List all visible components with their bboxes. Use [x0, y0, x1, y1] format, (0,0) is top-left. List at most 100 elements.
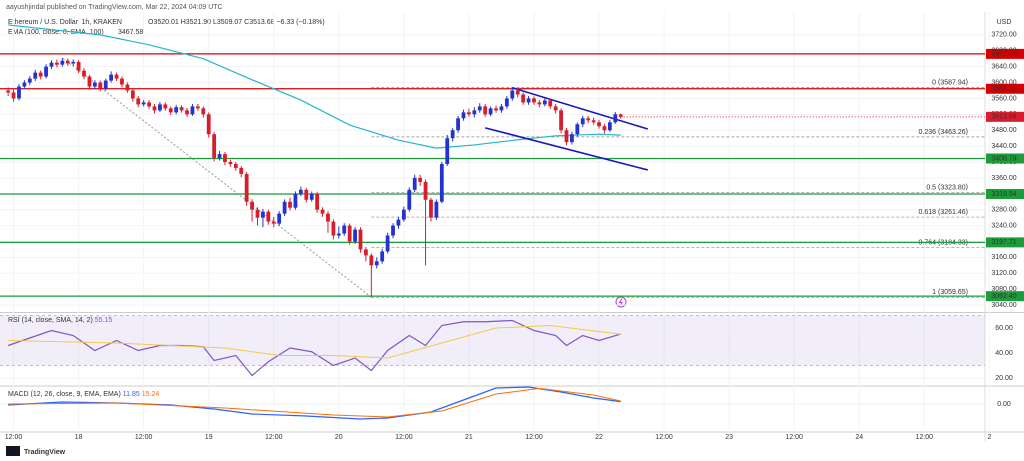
- x-tick-label: 12:00: [395, 434, 413, 441]
- candle-body: [445, 138, 450, 164]
- candle-body: [206, 114, 211, 135]
- last-price-tag: [986, 111, 1024, 122]
- y-tick-label: 3160.00: [991, 254, 1016, 261]
- fib-price: 3463.26: [940, 129, 965, 136]
- fib-label: 0.764 (3184.33): [919, 240, 968, 247]
- candle-body: [17, 86, 21, 99]
- candle-body: [504, 98, 509, 107]
- candle-body: [185, 110, 189, 115]
- candle-body: [71, 61, 76, 64]
- candle-body: [298, 189, 303, 194]
- panel-title-text: MACD (12, 26, close, 9, EMA, EMA): [8, 391, 121, 398]
- candle-body: [331, 221, 336, 236]
- y-tick-label: 3360.00: [991, 175, 1016, 182]
- candle-body: [87, 76, 92, 87]
- y-tick-label: 40.00: [995, 350, 1013, 357]
- level-label: 3584.35: [991, 86, 1016, 93]
- last-price-label: 3513.68: [991, 114, 1016, 121]
- fib-label: 1 (3059.65): [932, 289, 968, 296]
- candle-body: [293, 193, 298, 208]
- candle-body: [271, 221, 276, 224]
- candle-body: [570, 134, 574, 143]
- fib-ratio: 0.5: [926, 184, 936, 191]
- x-tick-label: 2: [987, 434, 991, 441]
- candle-body: [190, 106, 195, 115]
- candle-body: [336, 233, 341, 236]
- x-tick-label: 22: [595, 434, 603, 441]
- y-tick-label: 3040.00: [991, 302, 1016, 309]
- candle-body: [439, 164, 444, 202]
- candle-body: [65, 60, 70, 64]
- candle-body: [423, 181, 428, 200]
- candle-body: [33, 72, 38, 79]
- candle-body: [434, 201, 439, 218]
- candle-body: [223, 154, 227, 163]
- candle-body: [553, 106, 558, 111]
- candle-body: [515, 90, 520, 95]
- candle-body: [233, 164, 238, 168]
- candle-body: [315, 193, 320, 210]
- x-tick-label: 12:00: [916, 434, 934, 441]
- candle-body: [429, 199, 433, 218]
- candle-body: [49, 62, 54, 67]
- candle-body: [174, 107, 179, 113]
- candle-body: [510, 90, 515, 99]
- candle-body: [613, 114, 618, 123]
- brand: TradingView: [24, 449, 66, 456]
- candle-body: [575, 124, 580, 135]
- brand-logo: [6, 446, 20, 456]
- candle-body: [288, 201, 292, 208]
- candle-body: [6, 90, 11, 93]
- candle-body: [27, 78, 32, 83]
- x-tick-label: 12:00: [655, 434, 673, 441]
- level-tag: [986, 237, 1024, 248]
- candle-body: [179, 107, 184, 111]
- candle-body: [326, 213, 330, 222]
- candle-body: [195, 106, 200, 109]
- level-label: 3062.40: [991, 293, 1016, 300]
- x-tick-label: 12:00: [785, 434, 803, 441]
- candle-body: [602, 126, 607, 131]
- candle-body: [244, 173, 249, 202]
- event-icon[interactable]: [615, 296, 627, 308]
- candle-body: [369, 255, 374, 266]
- candle-body: [266, 211, 271, 222]
- candle-body: [320, 209, 325, 214]
- candle-body: [461, 112, 466, 119]
- candle-body: [618, 114, 623, 117]
- level-tag: [986, 291, 1024, 302]
- candle-body: [548, 100, 553, 107]
- fib-price: 3587.94: [940, 79, 965, 86]
- candle-body: [201, 108, 206, 115]
- candle-body: [136, 98, 141, 105]
- x-tick-label: 12:00: [525, 434, 543, 441]
- y-tick-label: 60.00: [995, 325, 1013, 332]
- fib-label: 0 (3587.94): [932, 79, 968, 86]
- candle-body: [597, 122, 601, 127]
- x-tick-label: 20: [335, 434, 343, 441]
- x-tick-label: 12:00: [265, 434, 283, 441]
- candle-body: [542, 100, 547, 105]
- series-line: [8, 24, 621, 149]
- candle-body: [103, 80, 108, 89]
- candle-body: [130, 90, 135, 99]
- fib-price: 3323.80: [940, 184, 965, 191]
- candle-body: [374, 261, 379, 266]
- ema-label: EMA (100, close, 0, SMA, 100): [8, 29, 104, 36]
- candle-body: [168, 108, 173, 113]
- y-tick-label: 3480.00: [991, 127, 1016, 134]
- y-tick-label: 3560.00: [991, 95, 1016, 102]
- series-line: [8, 387, 621, 418]
- candle-body: [342, 225, 347, 234]
- event-bolt: [618, 298, 623, 306]
- y-tick-label: 3080.00: [991, 286, 1016, 293]
- level-label: 3672.16: [991, 51, 1016, 58]
- candle-body: [347, 225, 352, 242]
- candle-body: [125, 84, 130, 91]
- fib-label: 0.618 (3261.46): [919, 209, 968, 216]
- candle-body: [450, 130, 455, 139]
- candle-body: [11, 92, 16, 99]
- y-tick-label: 20.00: [995, 375, 1013, 382]
- candle-body: [580, 118, 585, 125]
